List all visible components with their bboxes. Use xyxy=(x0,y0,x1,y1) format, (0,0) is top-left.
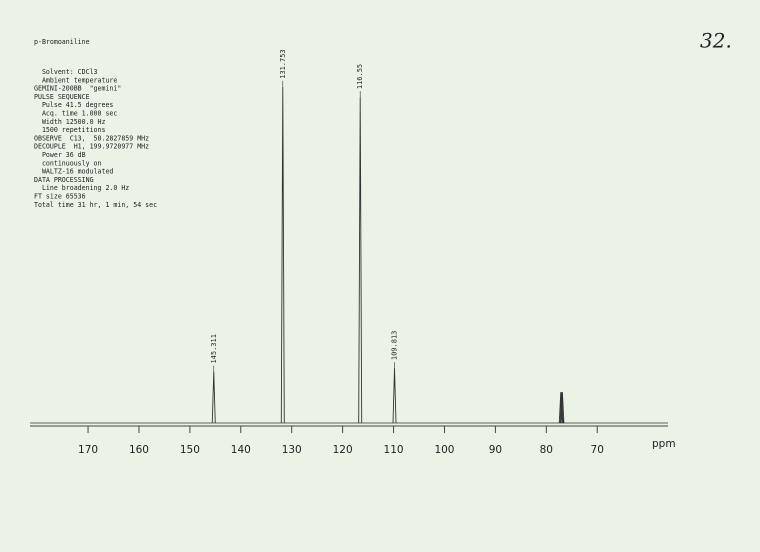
handwritten-note: 32. xyxy=(700,29,732,53)
parameter-line: Pulse 41.5 degrees xyxy=(34,101,113,109)
parameter-line: 1500 repetitions xyxy=(34,126,105,134)
peak xyxy=(211,371,216,424)
peak xyxy=(392,368,397,424)
x-tick-label: 80 xyxy=(540,444,553,456)
peak-label: 131.753 xyxy=(279,49,287,79)
peak-label: 145.311 xyxy=(210,334,218,364)
x-axis-label: ppm xyxy=(652,438,676,450)
parameter-line: Ambient temperature xyxy=(34,76,117,84)
x-tick-label: 90 xyxy=(489,444,502,456)
parameter-line: FT size 65536 xyxy=(34,193,86,201)
x-tick-label: 130 xyxy=(282,444,302,456)
peak xyxy=(358,97,363,424)
parameter-line: Line broadening 2.0 Hz xyxy=(34,184,129,192)
parameter-line: OBSERVE C13, 50.2827859 MHz xyxy=(34,134,149,142)
parameter-line: continuously on xyxy=(34,159,102,167)
x-tick-label: 150 xyxy=(180,444,200,456)
peak xyxy=(559,392,564,424)
x-tick-label: 120 xyxy=(333,444,353,456)
peak-label: 109.813 xyxy=(391,331,399,361)
parameter-line: GEMINI-200BB "gemini" xyxy=(34,85,121,93)
peak xyxy=(280,86,285,424)
chart-title: p-Bromoaniline xyxy=(34,38,90,46)
parameter-line: WALTZ-16 modulated xyxy=(34,168,113,176)
peak-label: 116.55 xyxy=(356,64,364,89)
parameter-line: DECOUPLE H1, 199.9720977 MHz xyxy=(34,143,149,151)
parameter-line: DATA PROCESSING xyxy=(34,176,94,184)
x-tick-label: 140 xyxy=(231,444,251,456)
x-tick-label: 110 xyxy=(384,444,404,456)
parameter-line: Total time 31 hr, 1 min, 54 sec xyxy=(34,201,157,209)
parameter-line: Width 12500.0 Hz xyxy=(34,118,105,126)
parameter-line: Acq. time 1.000 sec xyxy=(34,110,117,118)
parameter-line: Solvent: CDCl3 xyxy=(34,68,98,76)
parameter-line: Power 36 dB xyxy=(34,151,86,159)
parameter-line: PULSE SEQUENCE xyxy=(34,93,90,101)
peak xyxy=(560,392,565,424)
x-tick-label: 170 xyxy=(78,444,98,456)
x-tick-label: 70 xyxy=(591,444,604,456)
x-tick-label: 160 xyxy=(129,444,149,456)
x-tick-label: 100 xyxy=(434,444,454,456)
